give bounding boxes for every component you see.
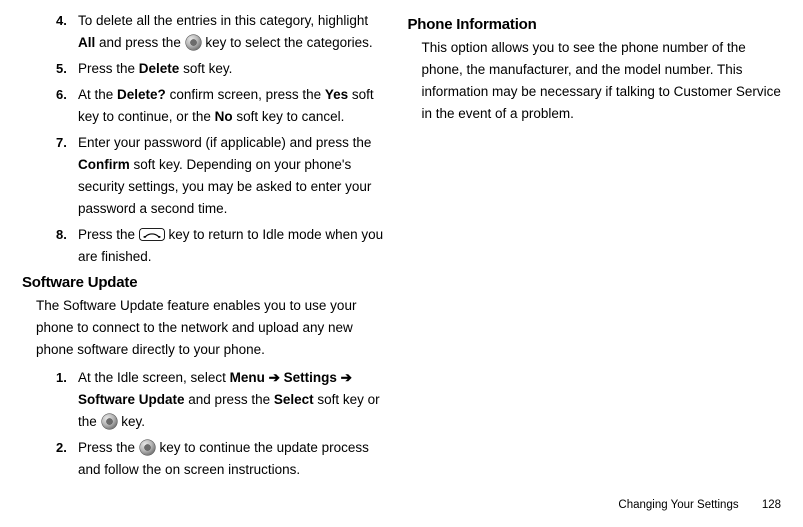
numbered-step: 7.Enter your password (if applicable) an…: [22, 132, 388, 220]
numbered-step: 5.Press the Delete soft key.: [22, 58, 388, 80]
step-text: Press the key to continue the update pro…: [78, 437, 388, 481]
step-text: Enter your password (if applicable) and …: [78, 132, 388, 220]
step-number: 8.: [56, 224, 78, 268]
heading-software-update: Software Update: [22, 274, 388, 291]
right-column: Phone Information This option allows you…: [402, 10, 782, 495]
step-text: Press the key to return to Idle mode whe…: [78, 224, 388, 268]
step-text: To delete all the entries in this catego…: [78, 10, 388, 54]
step-number: 7.: [56, 132, 78, 220]
step-text: Press the Delete soft key.: [78, 58, 388, 80]
step-number: 2.: [56, 437, 78, 481]
step-number: 6.: [56, 84, 78, 128]
numbered-step: 2.Press the key to continue the update p…: [22, 437, 388, 481]
numbered-step: 1.At the Idle screen, select Menu ➔ Sett…: [22, 367, 388, 433]
footer-section: Changing Your Settings: [618, 499, 738, 511]
step-number: 4.: [56, 10, 78, 54]
nav-key-icon: [101, 413, 118, 430]
nav-key-icon: [185, 34, 202, 51]
numbered-step: 4.To delete all the entries in this cate…: [22, 10, 388, 54]
step-number: 1.: [56, 367, 78, 433]
numbered-step: 8.Press the key to return to Idle mode w…: [22, 224, 388, 268]
left-column: 4.To delete all the entries in this cate…: [22, 10, 402, 495]
nav-key-icon: [139, 439, 156, 456]
footer-page-number: 128: [762, 499, 781, 511]
heading-phone-information: Phone Information: [408, 16, 782, 33]
steps-bottom-group: 1.At the Idle screen, select Menu ➔ Sett…: [22, 367, 388, 481]
numbered-step: 6.At the Delete? confirm screen, press t…: [22, 84, 388, 128]
page: 4.To delete all the entries in this cate…: [0, 0, 803, 495]
steps-top-group: 4.To delete all the entries in this cate…: [22, 10, 388, 268]
step-number: 5.: [56, 58, 78, 80]
step-text: At the Delete? confirm screen, press the…: [78, 84, 388, 128]
body-software-update: The Software Update feature enables you …: [22, 295, 388, 361]
end-call-key-icon: [139, 228, 165, 242]
body-phone-information: This option allows you to see the phone …: [408, 37, 782, 125]
step-text: At the Idle screen, select Menu ➔ Settin…: [78, 367, 388, 433]
page-footer: Changing Your Settings 128: [0, 495, 803, 511]
